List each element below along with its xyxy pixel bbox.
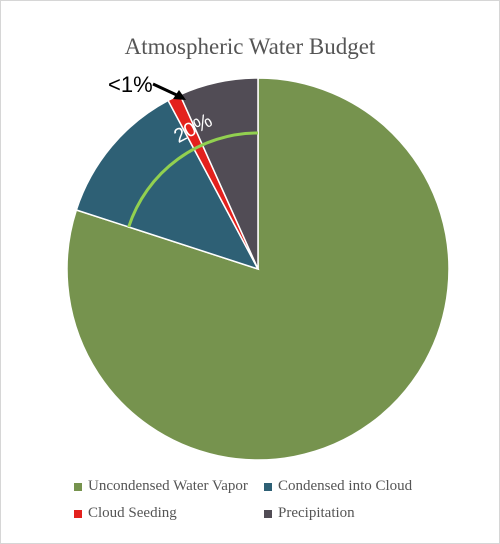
pie-slice-condensed-into-cloud	[75, 99, 260, 271]
legend-item-cloud-seeding: Cloud Seeding	[74, 505, 264, 522]
legend-swatch	[264, 482, 272, 491]
annotation-arrowhead	[173, 90, 186, 100]
annotation-arc	[127, 131, 258, 228]
pie-slices	[66, 77, 450, 461]
small-slice-label: <1%	[108, 72, 153, 97]
legend-item-condensed: Condensed into Cloud	[264, 478, 454, 495]
chart-title: Atmospheric Water Budget	[124, 34, 376, 59]
small-slice-annotation: <1%	[108, 72, 186, 100]
legend-swatch	[74, 509, 82, 518]
legend-item-precipitation: Precipitation	[264, 505, 454, 522]
legend-swatch	[74, 482, 82, 491]
legend-label: Cloud Seeding	[88, 505, 177, 521]
legend-item-uncondensed: Uncondensed Water Vapor	[74, 478, 264, 495]
legend-swatch	[264, 509, 272, 518]
legend-label: Condensed into Cloud	[278, 478, 413, 494]
legend-label: Precipitation	[278, 505, 355, 521]
legend-label: Uncondensed Water Vapor	[88, 478, 248, 494]
legend: Uncondensed Water Vapor Condensed into C…	[74, 478, 474, 522]
